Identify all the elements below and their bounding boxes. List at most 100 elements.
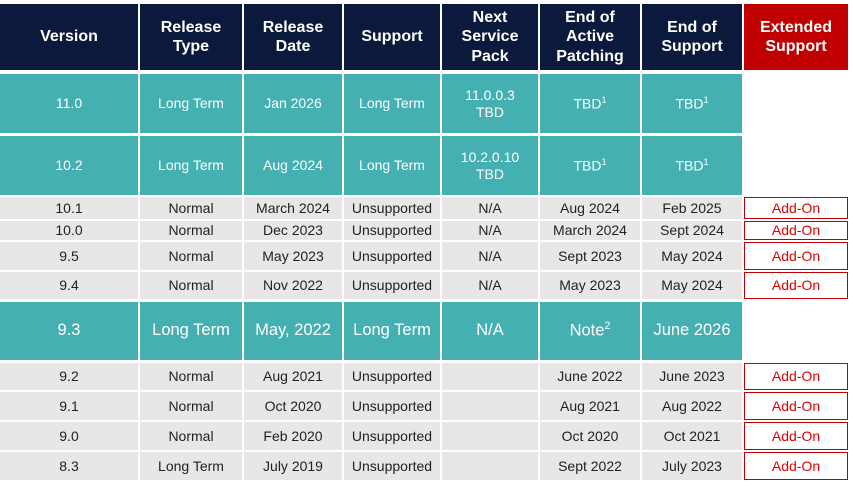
table-cell: TBD1 bbox=[540, 74, 640, 133]
table-cell: 10.0 bbox=[0, 221, 138, 240]
table-cell: 10.2 bbox=[0, 136, 138, 195]
table-cell: Aug 2024 bbox=[244, 136, 342, 195]
cell-line: 11.0.0.3 bbox=[465, 86, 515, 103]
cell-text: Oct 2020 bbox=[561, 427, 619, 444]
table-cell bbox=[442, 452, 538, 480]
cell-text: Unsupported bbox=[351, 427, 433, 444]
cell-text: Sept 2024 bbox=[660, 222, 724, 239]
table-cell: Oct 2020 bbox=[540, 422, 640, 450]
cell-text: May 2023 bbox=[559, 277, 621, 294]
cell-text: Normal bbox=[168, 397, 214, 414]
cell-text: May 2023 bbox=[262, 247, 324, 264]
cell-text: 10.1 bbox=[55, 199, 83, 216]
header-cell: Release Type bbox=[140, 4, 242, 70]
cell-text: June 2022 bbox=[557, 368, 623, 385]
table-cell: TBD1 bbox=[540, 136, 640, 195]
table-cell: Long Term bbox=[344, 74, 440, 133]
table-cell: Sept 2023 bbox=[540, 242, 640, 270]
cell-text: Feb 2020 bbox=[263, 427, 323, 444]
cell-text: Long Term bbox=[158, 157, 224, 174]
table-cell: July 2023 bbox=[642, 452, 742, 480]
table-cell: Aug 2021 bbox=[244, 363, 342, 390]
header-text: Release Date bbox=[262, 18, 324, 55]
table-cell: Unsupported bbox=[344, 392, 440, 420]
table-cell: May, 2022 bbox=[244, 302, 342, 360]
add-on-label: Add-On bbox=[771, 457, 821, 474]
table-cell: July 2019 bbox=[244, 452, 342, 480]
cell-text: TBD bbox=[675, 157, 704, 174]
table-cell bbox=[744, 136, 848, 195]
cell-line: 10.2.0.10 bbox=[460, 148, 520, 165]
table-cell: Add-On bbox=[744, 242, 848, 270]
footnote-mark: 1 bbox=[601, 94, 607, 105]
add-on-label: Add-On bbox=[771, 397, 821, 414]
cell-text: March 2024 bbox=[256, 199, 330, 216]
cell-text: 9.4 bbox=[59, 277, 79, 294]
header-text: Version bbox=[40, 28, 98, 46]
cell-text: July 2019 bbox=[263, 457, 323, 474]
table-cell: Add-On bbox=[744, 422, 848, 450]
cell-text: Oct 2021 bbox=[663, 427, 721, 444]
table-cell: 9.4 bbox=[0, 272, 138, 299]
header-cell: Support bbox=[344, 4, 440, 70]
add-on-label: Add-On bbox=[771, 277, 821, 294]
table-cell: June 2022 bbox=[540, 363, 640, 390]
table-cell: Aug 2024 bbox=[540, 197, 640, 219]
table-cell: Add-On bbox=[744, 392, 848, 420]
cell-text: Unsupported bbox=[351, 277, 433, 294]
cell-text: Normal bbox=[168, 368, 214, 385]
add-on-label: Add-On bbox=[771, 427, 821, 444]
table-cell: N/A bbox=[442, 242, 538, 270]
table-cell: May 2024 bbox=[642, 242, 742, 270]
table-cell: 11.0 bbox=[0, 74, 138, 133]
header-cell: Release Date bbox=[244, 4, 342, 70]
table-cell: June 2026 bbox=[642, 302, 742, 360]
table-cell: Unsupported bbox=[344, 221, 440, 240]
table-cell: Add-On bbox=[744, 221, 848, 240]
table-cell: Unsupported bbox=[344, 363, 440, 390]
cell-content: TBD1 bbox=[675, 157, 708, 174]
table-cell: March 2024 bbox=[244, 197, 342, 219]
cell-text: Long Term bbox=[158, 457, 224, 474]
table-cell: 9.0 bbox=[0, 422, 138, 450]
table-cell: May 2024 bbox=[642, 272, 742, 299]
table-cell: Feb 2025 bbox=[642, 197, 742, 219]
cell-text: TBD bbox=[573, 157, 602, 174]
cell-text: 9.3 bbox=[57, 321, 81, 340]
cell-text: May 2024 bbox=[661, 247, 723, 264]
header-text: Support bbox=[361, 28, 423, 46]
table-cell bbox=[744, 74, 848, 133]
cell-text: Feb 2025 bbox=[662, 199, 722, 216]
table-cell: Jan 2026 bbox=[244, 74, 342, 133]
table-cell: Sept 2024 bbox=[642, 221, 742, 240]
table-cell: N/A bbox=[442, 272, 538, 299]
cell-text: Sept 2023 bbox=[558, 247, 622, 264]
cell-text: Normal bbox=[168, 199, 214, 216]
cell-text: Normal bbox=[168, 222, 214, 239]
cell-content: TBD1 bbox=[675, 95, 708, 112]
cell-content: Note2 bbox=[570, 320, 611, 341]
cell-text: Normal bbox=[168, 247, 214, 264]
table-cell: Long Term bbox=[140, 136, 242, 195]
table-cell: Long Term bbox=[140, 452, 242, 480]
cell-text: Long Term bbox=[359, 95, 425, 112]
cell-content: TBD1 bbox=[573, 157, 606, 174]
cell-text: 10.0 bbox=[55, 222, 83, 239]
cell-text: TBD bbox=[573, 95, 602, 112]
table-cell: Unsupported bbox=[344, 197, 440, 219]
cell-text: Unsupported bbox=[351, 457, 433, 474]
header-text: Release Type bbox=[160, 18, 222, 55]
table-cell: June 2023 bbox=[642, 363, 742, 390]
cell-text: 8.3 bbox=[59, 457, 79, 474]
cell-text: May 2024 bbox=[661, 277, 723, 294]
table-cell: Feb 2020 bbox=[244, 422, 342, 450]
footnote-mark: 2 bbox=[604, 320, 611, 333]
table-cell: Add-On bbox=[744, 197, 848, 219]
table-cell: Unsupported bbox=[344, 242, 440, 270]
cell-text: Unsupported bbox=[351, 397, 433, 414]
table-cell: March 2024 bbox=[540, 221, 640, 240]
table-cell: Long Term bbox=[140, 74, 242, 133]
table-cell: Normal bbox=[140, 272, 242, 299]
table-cell: Add-On bbox=[744, 363, 848, 390]
